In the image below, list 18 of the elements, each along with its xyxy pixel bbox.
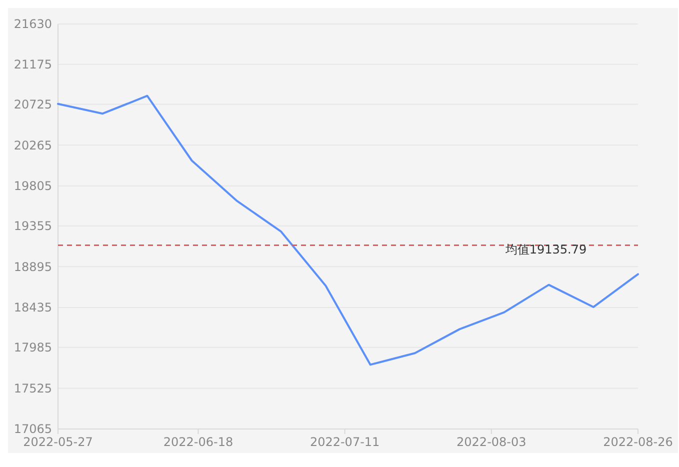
y-tick-label: 18435 [14, 300, 52, 315]
x-tick-label: 2022-08-26 [603, 435, 673, 449]
ref-line-label: 均值19135.79 [504, 242, 587, 256]
y-tick-label: 19805 [14, 179, 52, 194]
y-tick-label: 20265 [14, 138, 52, 152]
y-tick-label: 20725 [14, 97, 52, 112]
line-series [57, 94, 639, 366]
x-tick-label: 2022-07-11 [310, 435, 380, 449]
x-tick-label: 2022-08-03 [456, 435, 526, 449]
y-tick-label: 19355 [14, 219, 52, 234]
y-tick-label: 17525 [14, 381, 52, 396]
x-tick-label: 2022-06-18 [163, 435, 234, 449]
y-tick-label: 17065 [14, 422, 52, 436]
y-tick-label: 18895 [14, 260, 52, 274]
y-tick-label: 21630 [14, 17, 52, 32]
y-tick-label: 17985 [14, 340, 52, 355]
x-tick-label: 2022-05-27 [23, 435, 93, 449]
y-tick-label: 21175 [14, 58, 52, 72]
